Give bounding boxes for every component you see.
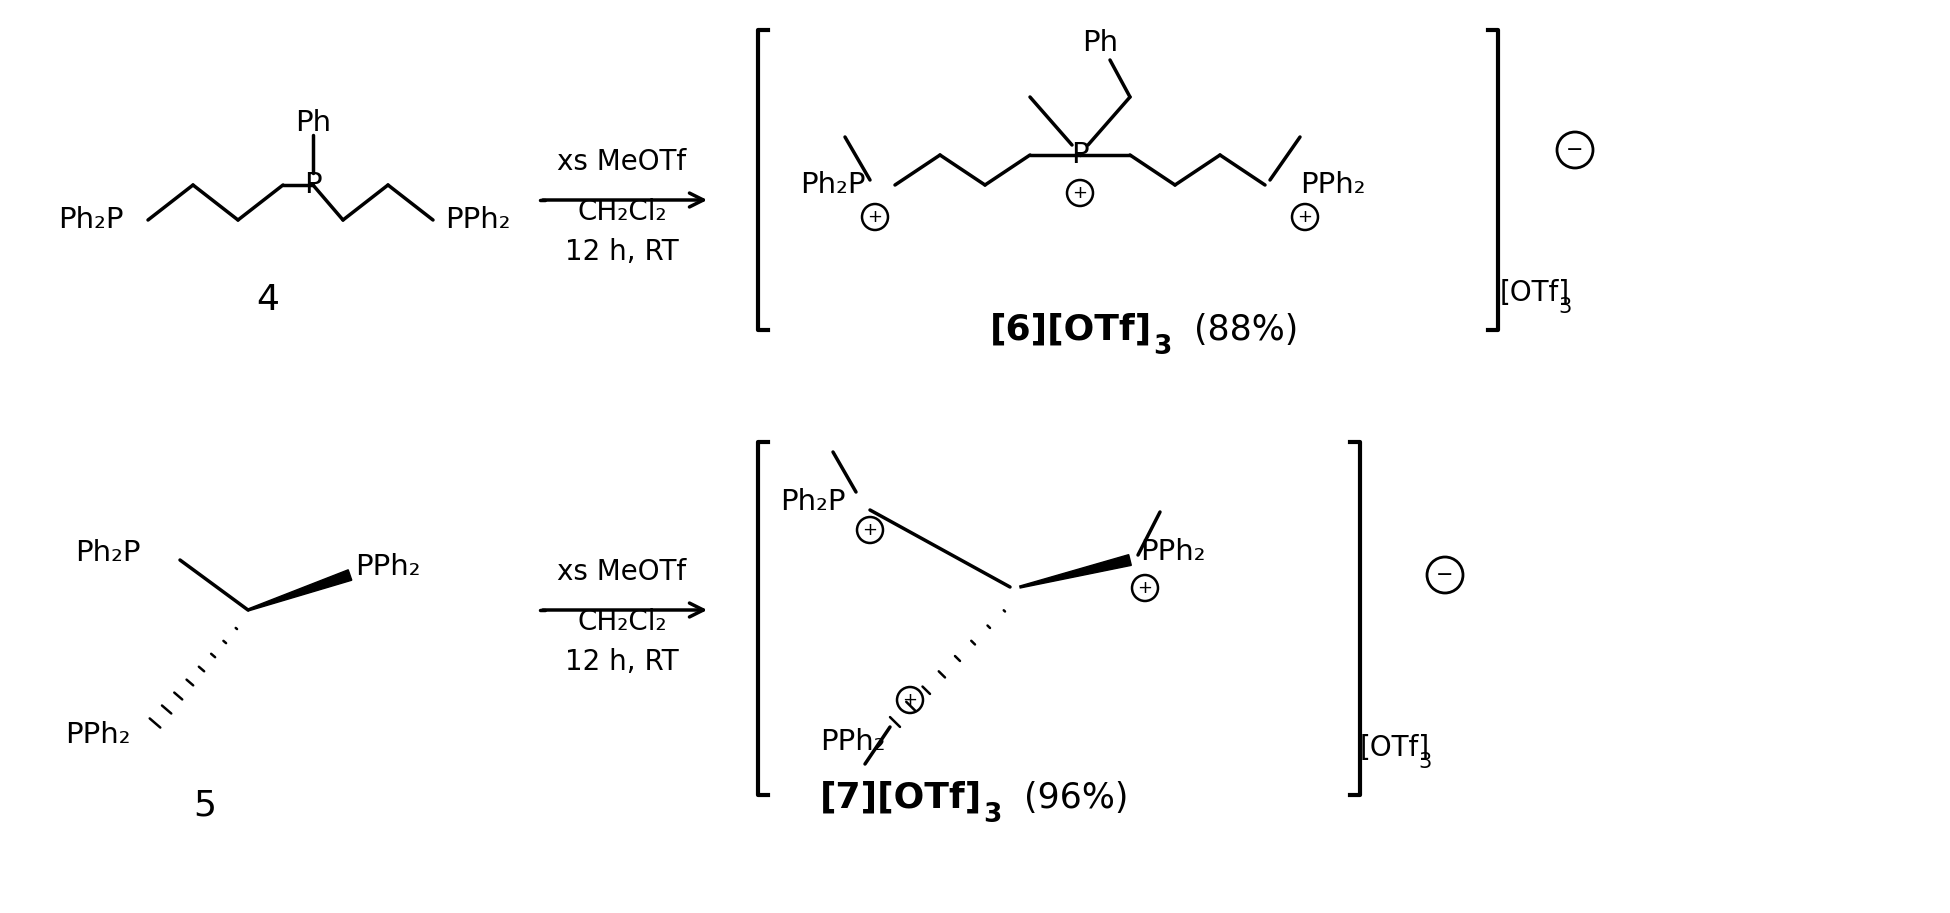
Text: Ph₂P: Ph₂P	[58, 206, 123, 234]
Polygon shape	[1020, 555, 1131, 588]
Text: 3: 3	[1152, 334, 1172, 360]
Text: xs MeOTf: xs MeOTf	[558, 148, 686, 176]
Text: Ph₂P: Ph₂P	[780, 488, 846, 516]
Text: [7][OTf]: [7][OTf]	[821, 781, 983, 815]
Text: +: +	[1072, 184, 1088, 202]
Text: 3: 3	[1558, 297, 1572, 317]
Text: xs MeOTf: xs MeOTf	[558, 558, 686, 586]
Text: Ph: Ph	[294, 109, 332, 137]
Text: PPh₂: PPh₂	[1301, 171, 1365, 199]
Polygon shape	[248, 570, 351, 611]
Text: PPh₂: PPh₂	[64, 721, 131, 749]
Text: 3: 3	[983, 802, 1002, 828]
Text: PPh₂: PPh₂	[821, 728, 885, 756]
Text: (96%): (96%)	[1002, 781, 1129, 815]
Text: PPh₂: PPh₂	[355, 553, 421, 581]
Text: Ph: Ph	[1082, 29, 1117, 57]
Text: P: P	[1071, 141, 1088, 169]
Text: 3: 3	[1418, 752, 1431, 772]
Text: CH₂Cl₂: CH₂Cl₂	[577, 198, 667, 226]
Text: PPh₂: PPh₂	[445, 206, 511, 234]
Text: +: +	[868, 208, 883, 226]
Text: P: P	[304, 171, 322, 199]
Text: +: +	[903, 691, 918, 709]
Text: 12 h, RT: 12 h, RT	[566, 648, 679, 676]
Text: −: −	[1566, 140, 1583, 160]
Text: +: +	[1137, 579, 1152, 597]
Text: [6][OTf]: [6][OTf]	[991, 313, 1152, 347]
Text: +: +	[862, 521, 878, 539]
Text: 12 h, RT: 12 h, RT	[566, 238, 679, 266]
Text: +: +	[1297, 208, 1312, 226]
Text: Ph₂P: Ph₂P	[800, 171, 866, 199]
Text: (88%): (88%)	[1172, 313, 1299, 347]
Text: −: −	[1437, 565, 1455, 585]
Text: 4: 4	[257, 283, 279, 317]
Text: CH₂Cl₂: CH₂Cl₂	[577, 608, 667, 636]
Text: [OTf]: [OTf]	[1359, 734, 1429, 762]
Text: 5: 5	[193, 788, 216, 822]
Text: Ph₂P: Ph₂P	[74, 539, 140, 567]
Text: PPh₂: PPh₂	[1141, 538, 1205, 566]
Text: [OTf]: [OTf]	[1500, 279, 1570, 307]
